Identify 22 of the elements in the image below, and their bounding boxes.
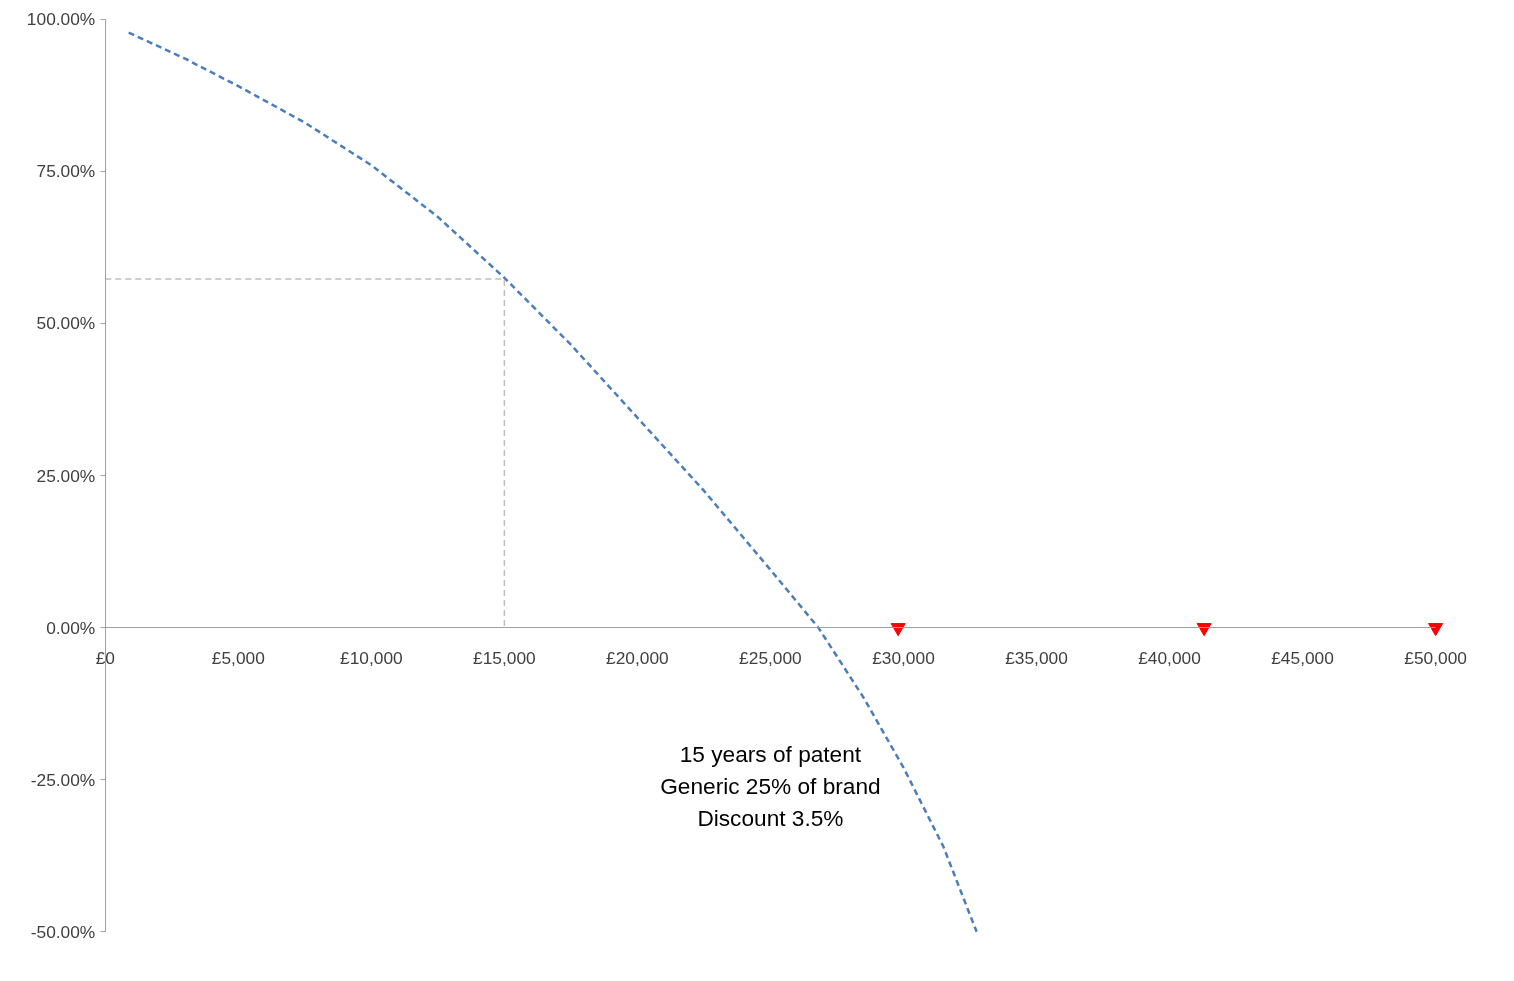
x-tick-label: £5,000 [211,647,265,668]
x-tick-label: £45,000 [1271,647,1334,668]
x-tick-label: £50,000 [1404,647,1467,668]
x-tick-label: £15,000 [473,647,536,668]
y-tick-label: 75.00% [36,161,96,182]
x-tick-label: £35,000 [1005,647,1068,668]
y-tick-label: 50.00% [36,313,96,334]
x-tick-label: £20,000 [606,647,669,668]
line-series [127,31,978,934]
y-tick-label: 100.00% [26,9,96,30]
y-tick-label: -25.00% [30,769,96,790]
annotation: Discount 3.5% [697,804,844,831]
y-tick-label: 0.00% [46,617,96,638]
x-tick-label: £30,000 [872,647,935,668]
x-tick-label: £10,000 [340,647,403,668]
x-tick-label: £40,000 [1138,647,1201,668]
annotation: Generic 25% of brand [660,772,881,799]
y-tick-label: 25.00% [36,465,96,486]
x-tick-label: £0 [95,647,115,668]
annotation: 15 years of patent [679,740,862,767]
x-tick-label: £25,000 [739,647,802,668]
y-tick-label: -50.00% [30,921,96,942]
